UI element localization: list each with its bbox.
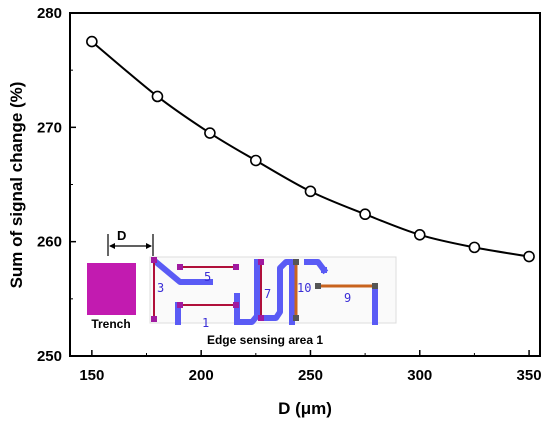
x-axis-title: D (μm)	[278, 399, 332, 418]
inset-number-10: 10	[297, 281, 311, 295]
orange-pads	[293, 259, 378, 321]
orange-traces	[294, 262, 374, 318]
inset-number-3: 3	[157, 281, 164, 295]
inset-number-9: 9	[344, 291, 351, 305]
red-pads	[151, 257, 264, 322]
x-tick-label: 350	[517, 367, 542, 384]
data-point	[413, 229, 426, 241]
inset-schematic: D Trench	[87, 228, 397, 347]
d-arrow-head-left	[109, 243, 115, 249]
inset-number-7: 7	[264, 287, 271, 301]
series-line	[86, 35, 535, 263]
inset-number-5: 5	[204, 270, 211, 284]
trench-label: Trench	[91, 317, 130, 331]
y-tick-label: 280	[37, 5, 62, 22]
data-point	[468, 241, 481, 254]
x-tick-label: 250	[298, 367, 323, 384]
trench-block	[87, 263, 136, 315]
data-point	[250, 154, 262, 167]
y-tick-label: 270	[37, 119, 62, 136]
axis-ticks: 150 200 250 300 350 250 260 270 280	[37, 5, 542, 384]
y-tick-label: 250	[37, 348, 62, 365]
data-point	[304, 185, 317, 198]
y-tick-label: 260	[37, 234, 62, 251]
x-tick-label: 200	[189, 367, 214, 384]
data-point	[151, 90, 164, 103]
data-point	[359, 208, 371, 221]
inset-caption: Edge sensing area 1	[207, 333, 323, 347]
data-point	[86, 35, 98, 48]
inset-number-1: 1	[202, 316, 209, 330]
red-traces	[153, 260, 262, 320]
series-path	[91, 40, 530, 258]
x-tick-label: 150	[79, 367, 104, 384]
y-axis-title: Sum of signal change (%)	[7, 82, 26, 289]
d-arrow-head-right	[146, 243, 152, 249]
d-label: D	[117, 228, 126, 243]
data-point	[204, 127, 216, 139]
x-tick-label: 300	[407, 367, 432, 384]
data-point	[523, 250, 535, 263]
